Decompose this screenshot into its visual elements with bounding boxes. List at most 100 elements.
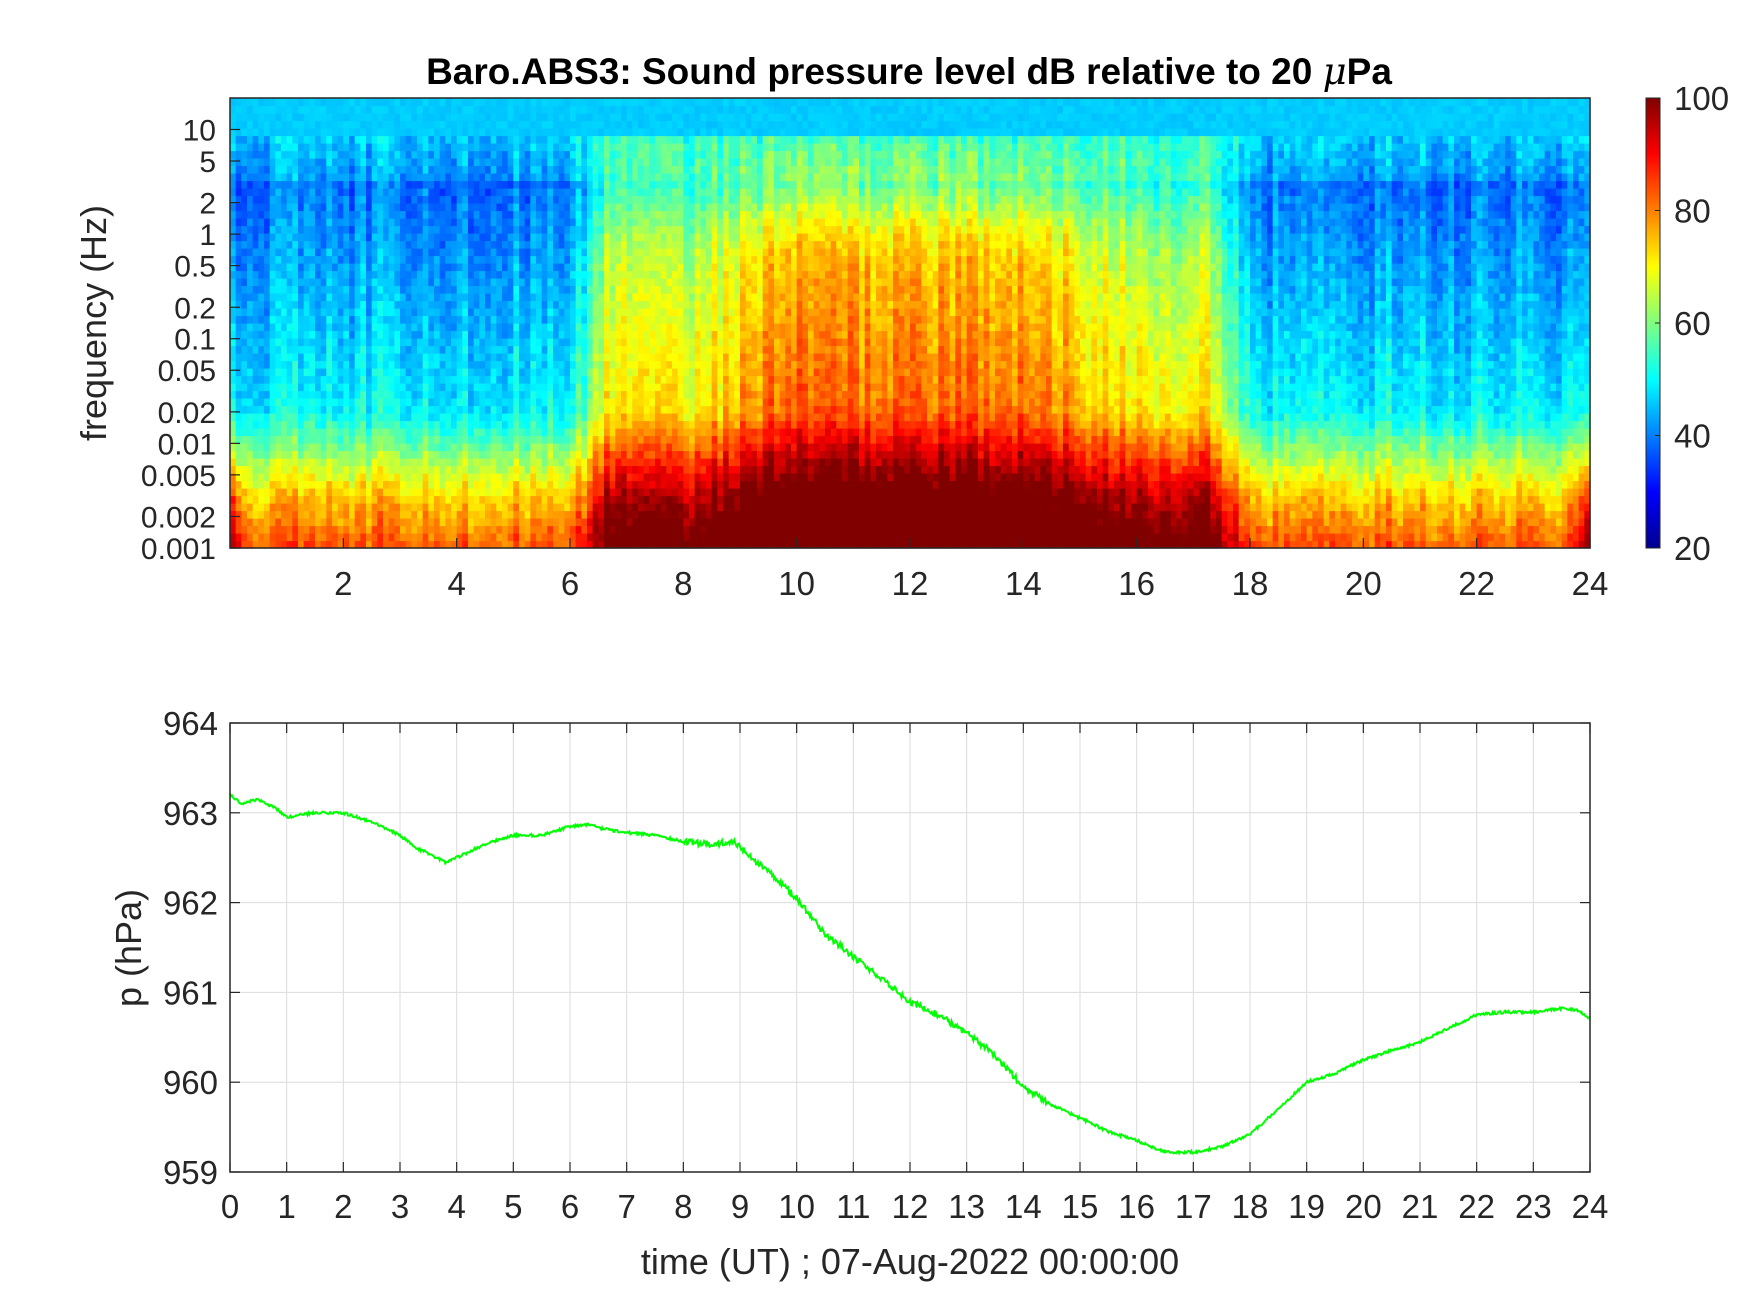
spectrogram-cell	[519, 428, 526, 437]
spectrogram-cell	[547, 255, 554, 264]
spectrogram-cell	[434, 210, 441, 219]
spectrogram-cell	[660, 120, 667, 129]
spectrogram-cell	[332, 150, 339, 159]
spectrogram-cell	[507, 270, 514, 279]
spectrogram-cell	[677, 540, 684, 549]
spectrogram-cell	[235, 150, 242, 159]
spectrogram-cell	[490, 113, 497, 122]
spectrogram-cell	[519, 120, 526, 129]
spectrogram-cell	[615, 240, 622, 249]
spectrogram-cell	[343, 503, 350, 512]
spectrogram-cell	[553, 473, 560, 482]
spectrogram-cell	[479, 113, 486, 122]
spectrogram-cell	[417, 495, 424, 504]
spectrogram-cell	[490, 413, 497, 422]
spectrogram-cell	[496, 120, 503, 129]
spectrogram-cell	[558, 128, 565, 137]
spectrogram-cell	[388, 458, 395, 467]
spectrogram-cell	[468, 150, 475, 159]
spectrogram-cell	[264, 285, 271, 294]
spectrogram-cell	[428, 413, 435, 422]
spectrogram-cell	[320, 323, 327, 332]
spectrogram-cell	[485, 525, 492, 534]
spectrogram-cell	[666, 165, 673, 174]
spectrogram-cell	[660, 435, 667, 444]
spectrogram-cell	[354, 458, 361, 467]
spectrogram-cell	[417, 143, 424, 152]
spectrogram-cell	[468, 503, 475, 512]
spectrogram-cell	[439, 368, 446, 377]
spectrogram-cell	[405, 278, 412, 287]
spectrogram-cell	[649, 330, 656, 339]
spectrogram-cell	[383, 150, 390, 159]
spectrogram-cell	[337, 165, 344, 174]
spectrogram-cell	[604, 533, 611, 542]
spectrogram-cell	[360, 323, 367, 332]
spectrogram-cell	[422, 503, 429, 512]
spectrogram-cell	[604, 263, 611, 272]
spectrogram-cell	[660, 233, 667, 242]
spectrogram-cell	[411, 195, 418, 204]
spectrogram-cell	[672, 420, 679, 429]
spectrogram-cell	[598, 533, 605, 542]
spectrogram-cell	[400, 225, 407, 234]
spectrogram-cell	[303, 353, 310, 362]
spectrogram-cell	[281, 390, 288, 399]
spectrogram-cell	[349, 225, 356, 234]
spectrogram-cell	[490, 480, 497, 489]
spectrogram-cell	[264, 525, 271, 534]
spectrogram-cell	[536, 375, 543, 384]
spectrogram-cell	[405, 473, 412, 482]
spectrogram-cell	[530, 203, 537, 212]
spectrogram-cell	[502, 353, 509, 362]
spectrogram-cell	[394, 360, 401, 369]
spectrogram-cell	[451, 165, 458, 174]
spectrogram-cell	[462, 353, 469, 362]
spectrogram-cell	[666, 435, 673, 444]
spectrogram-cell	[575, 495, 582, 504]
spectrogram-cell	[434, 435, 441, 444]
spectrogram-cell	[575, 540, 582, 549]
spectrogram-cell	[286, 503, 293, 512]
spectrogram-cell	[439, 375, 446, 384]
spectrogram-cell	[303, 405, 310, 414]
spectrogram-cell	[689, 98, 696, 107]
spectrogram-cell	[354, 330, 361, 339]
spectrogram-cell	[564, 98, 571, 107]
spectrogram-cell	[513, 338, 520, 347]
spectrogram-cell	[230, 338, 237, 347]
spectrogram-cell	[689, 525, 696, 534]
spectrogram-cell	[621, 188, 628, 197]
spectrogram-cell	[609, 420, 616, 429]
spectrogram-cell	[672, 203, 679, 212]
spectrogram-cell	[451, 293, 458, 302]
spectrogram-cell	[547, 330, 554, 339]
spectrogram-cell	[638, 240, 645, 249]
spectrogram-cell	[445, 405, 452, 414]
spectrogram-cell	[332, 338, 339, 347]
spectrogram-cell	[519, 105, 526, 114]
spectrogram-cell	[609, 450, 616, 459]
spectrogram-cell	[672, 150, 679, 159]
spectrogram-cell	[451, 458, 458, 467]
spectrogram-cell	[530, 240, 537, 249]
spectrogram-cell	[643, 480, 650, 489]
spectrogram-cell	[496, 533, 503, 542]
spectrogram-cell	[400, 240, 407, 249]
spectrogram-cell	[286, 270, 293, 279]
spectrogram-cell	[298, 533, 305, 542]
spectrogram-cell	[660, 458, 667, 467]
spectrogram-cell	[536, 525, 543, 534]
spectrogram-cell	[615, 488, 622, 497]
spectrogram-cell	[558, 428, 565, 437]
spectrogram-cell	[434, 143, 441, 152]
spectrogram-cell	[235, 480, 242, 489]
spectrogram-cell	[530, 465, 537, 474]
spectrogram-cell	[672, 285, 679, 294]
spectrogram-cell	[439, 533, 446, 542]
spectrogram-cell	[332, 353, 339, 362]
spectrogram-cell	[377, 300, 384, 309]
spectrogram-cell	[547, 293, 554, 302]
spectrogram-cell	[422, 263, 429, 272]
spectrogram-cell	[570, 435, 577, 444]
